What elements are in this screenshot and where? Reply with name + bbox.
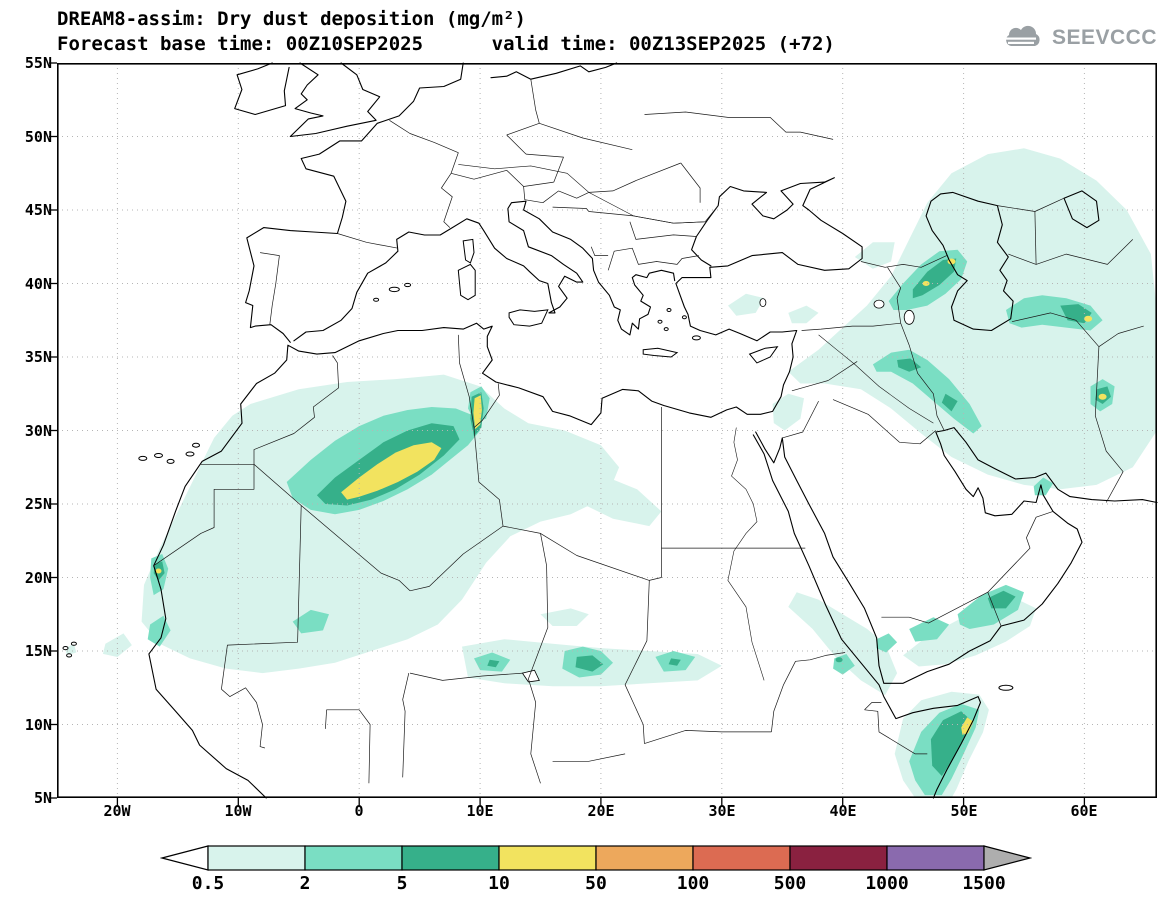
map-border-frame (57, 63, 1158, 799)
coast-ireland (234, 62, 290, 116)
lake-van (873, 299, 885, 309)
lon-label-30e: 30E (708, 802, 736, 820)
dust-shading-layer (65, 148, 1157, 798)
colorbar-label-5: 5 (396, 873, 408, 894)
lon-label-10w: 10W (224, 802, 252, 820)
colorbar-label-50: 50 (585, 873, 607, 894)
lat-label-25n: 25N (24, 495, 52, 513)
island-canaries (138, 442, 200, 464)
lat-label-45n: 45N (24, 201, 52, 219)
colorbar-seg-500-1000 (789, 845, 888, 871)
coast-iberia-atlantic (245, 62, 464, 343)
lon-label-0: 0 (354, 802, 364, 820)
coast-caspian (925, 191, 1014, 332)
lat-label-15n: 15N (24, 642, 52, 660)
river-euphrates (818, 334, 934, 424)
gridlines (57, 63, 1157, 798)
lat-label-40n: 40N (24, 275, 52, 293)
colorbar-seg-10-50 (498, 845, 597, 871)
colorbar-seg-5-10 (401, 845, 500, 871)
lake-urmia (903, 309, 915, 325)
dust-level-0.5-2 (65, 148, 1157, 798)
axis-ticks (49, 62, 1086, 806)
colorbar-labels: 0.5 2 5 10 50 100 500 1000 1500 (192, 873, 1006, 894)
lat-label-50n: 50N (24, 128, 52, 146)
lake-chad (521, 669, 540, 683)
logo-text: SEEVCCC (1051, 26, 1157, 49)
title-block: DREAM8-assim: Dry dust deposition (mg/m²… (57, 7, 835, 57)
coast-europe-med (293, 200, 676, 342)
island-sardinia (457, 263, 476, 301)
island-crete (642, 347, 679, 358)
colorbar-seg-0.5-2 (207, 845, 306, 871)
island-socotra (998, 684, 1014, 691)
lon-label-40e: 40E (829, 802, 857, 820)
lon-label-10e: 10E (466, 802, 494, 820)
colorbar-label-0.5: 0.5 (191, 873, 225, 894)
lon-label-50e: 50E (950, 802, 978, 820)
lon-label-20w: 20W (103, 802, 131, 820)
colorbar-seg-2-5 (304, 845, 403, 871)
river-nile (727, 427, 765, 681)
lat-label-5n: 5N (33, 789, 52, 807)
lon-label-20e: 20E (587, 802, 615, 820)
colorbar-label-500: 500 (773, 873, 807, 894)
colorbar-seg-100-500 (692, 845, 791, 871)
map-area (49, 62, 1158, 806)
lon-label-60e: 60E (1070, 802, 1098, 820)
colorbar-label-10: 10 (488, 873, 510, 894)
lat-label-10n: 10N (24, 716, 52, 734)
country-borders (153, 79, 1144, 784)
colorbar-label-1000: 1000 (865, 873, 909, 894)
rivers (458, 164, 934, 681)
river-danube (458, 164, 719, 224)
lakes (521, 298, 915, 683)
lat-label-20n: 20N (24, 569, 52, 587)
island-cyprus (748, 346, 779, 364)
colorbar-seg-50-100 (595, 845, 694, 871)
colorbar-arrow-left (159, 845, 209, 871)
coastlines (62, 62, 1158, 799)
dust-level-10-50 (155, 258, 1107, 735)
colorbar-label-1500: 1500 (962, 873, 1006, 894)
coast-aral (1063, 190, 1100, 229)
island-cape-verde (62, 641, 77, 658)
colorbar-seg-1000-1500 (886, 845, 985, 871)
colorbar-arrow-right (983, 845, 1033, 871)
coast-britain (289, 62, 381, 138)
lat-label-30n: 30N (24, 422, 52, 440)
cloud-logo-icon (999, 22, 1045, 54)
colorbar-label-2: 2 (299, 873, 311, 894)
lake-tuz (759, 298, 767, 308)
lat-label-55n: 55N (24, 54, 52, 72)
coast-africa-north (148, 177, 863, 799)
colorbar-label-100: 100 (676, 873, 710, 894)
island-corsica (462, 238, 475, 264)
coast-redsea-africa (752, 434, 982, 799)
colorbar-legend: 0.5 2 5 10 50 100 500 1000 1500 (159, 845, 1033, 894)
coast-arabia (755, 427, 1158, 684)
lat-label-35n: 35N (24, 348, 52, 366)
chart-title: DREAM8-assim: Dry dust deposition (mg/m²… (57, 8, 526, 30)
island-sicily (508, 309, 549, 327)
chart-subtitle: Forecast base time: 00Z10SEP2025 valid t… (57, 33, 835, 55)
coast-baltic (490, 62, 618, 80)
island-aegean (657, 308, 701, 341)
map-svg (49, 62, 1158, 806)
island-balearics (373, 282, 412, 302)
seevccc-logo: SEEVCCC (999, 22, 1157, 54)
colorbar-svg (159, 845, 1033, 871)
